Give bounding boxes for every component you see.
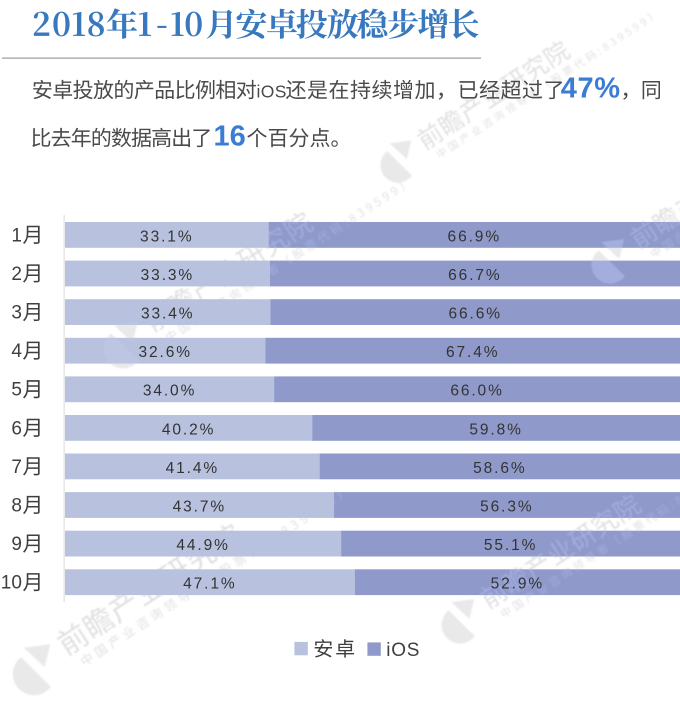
svg-text:iOS: iOS	[257, 82, 287, 102]
svg-text:3: 3	[11, 302, 22, 323]
svg-text:6: 6	[11, 418, 22, 439]
svg-text:2: 2	[11, 264, 22, 285]
svg-text:16: 16	[214, 121, 246, 153]
svg-text:4: 4	[11, 341, 22, 362]
svg-text:66.0%: 66.0%	[450, 383, 503, 400]
svg-text:59.8%: 59.8%	[469, 421, 522, 438]
svg-text:10: 10	[1, 573, 22, 594]
svg-text:66.6%: 66.6%	[448, 305, 501, 322]
svg-text:33.4%: 33.4%	[141, 305, 194, 322]
svg-text:47%: 47%	[561, 73, 621, 105]
svg-text:34.0%: 34.0%	[143, 383, 196, 400]
svg-text:66.7%: 66.7%	[448, 267, 501, 284]
svg-text:8: 8	[11, 495, 22, 516]
svg-text:58.6%: 58.6%	[473, 460, 526, 477]
svg-text:66.9%: 66.9%	[448, 228, 501, 245]
svg-text:52.9%: 52.9%	[491, 576, 544, 593]
svg-text:67.4%: 67.4%	[446, 344, 499, 361]
svg-text:iOS: iOS	[386, 640, 420, 661]
svg-text:1: 1	[11, 225, 22, 246]
svg-text:55.1%: 55.1%	[484, 537, 537, 554]
svg-text:44.9%: 44.9%	[176, 537, 229, 554]
svg-text:56.3%: 56.3%	[480, 498, 533, 515]
svg-text:32.6%: 32.6%	[139, 344, 192, 361]
svg-text:9: 9	[11, 534, 22, 555]
svg-text:5: 5	[11, 380, 22, 401]
svg-text:7: 7	[11, 457, 22, 478]
svg-text:41.4%: 41.4%	[166, 460, 219, 477]
svg-text:43.7%: 43.7%	[173, 498, 226, 515]
svg-text:47.1%: 47.1%	[183, 576, 236, 593]
svg-text:33.1%: 33.1%	[140, 228, 193, 245]
svg-text:40.2%: 40.2%	[162, 421, 215, 438]
svg-text:33.3%: 33.3%	[141, 267, 194, 284]
